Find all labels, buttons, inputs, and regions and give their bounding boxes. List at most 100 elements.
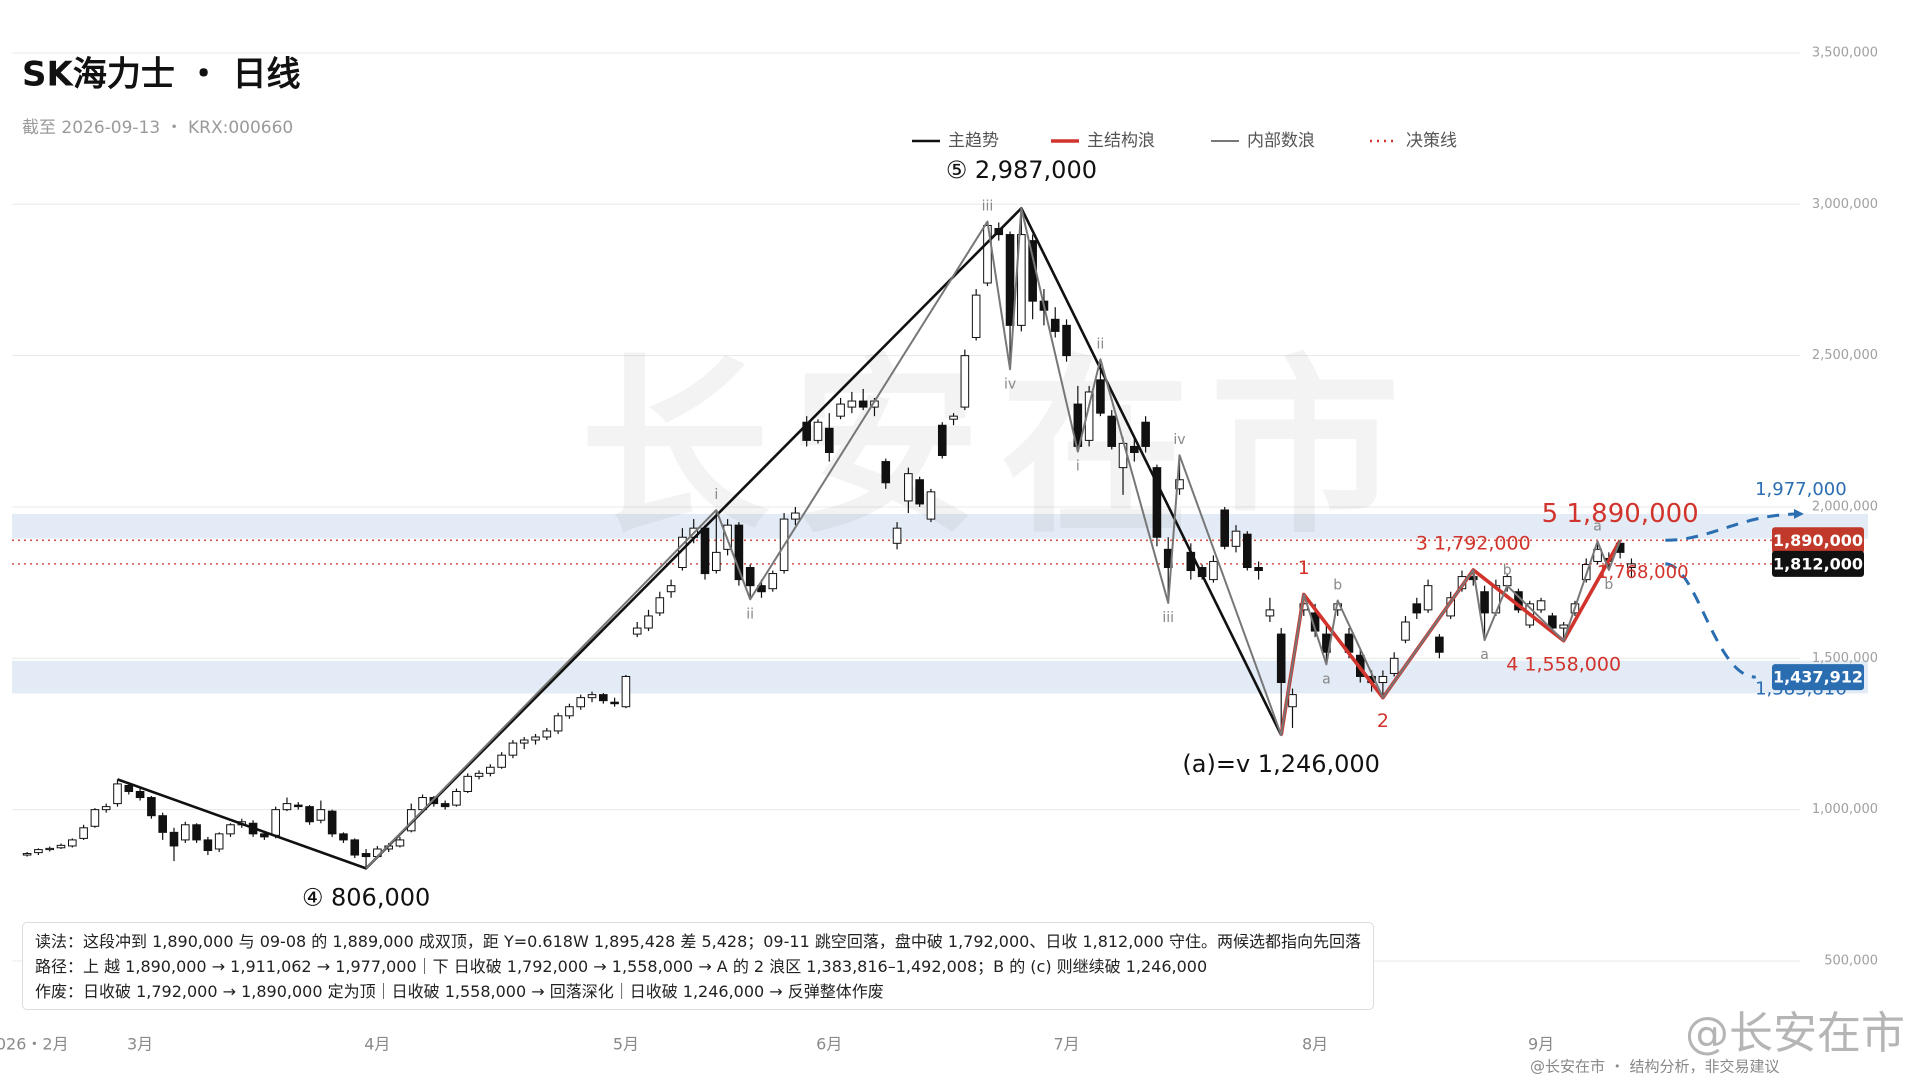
wave-label: b	[1604, 577, 1613, 593]
candle-body	[463, 775, 473, 792]
candles	[22, 208, 1636, 869]
candle-body	[1265, 609, 1275, 617]
wave-label: a	[1322, 671, 1331, 687]
candle-body	[1412, 603, 1422, 614]
wave-label: iv	[1004, 376, 1016, 392]
grid: 500,000 1,000,000 1,500,000 2,000,000 2,500,…	[0, 45, 1878, 1053]
candle-body	[395, 839, 405, 847]
note-line: 读法：这段冲到 1,890,000 与 09-08 的 1,889,000 成双…	[35, 932, 1361, 951]
candle-body	[1627, 563, 1636, 569]
candle-body	[474, 772, 484, 777]
zone	[12, 660, 1868, 694]
wave-label: (a)=v 1,246,000	[1182, 750, 1380, 778]
wave-line	[117, 206, 1283, 870]
candle-body	[260, 833, 269, 838]
candle-body	[700, 527, 710, 575]
candle-body	[361, 853, 371, 858]
candle-body	[1559, 624, 1568, 629]
wave-label: 4 1,558,000	[1506, 653, 1621, 675]
candle-body	[1073, 403, 1083, 447]
candle-body	[1435, 636, 1444, 653]
candle-body	[1050, 318, 1060, 332]
candle-body	[576, 697, 586, 708]
candle-body	[452, 790, 461, 806]
price-tag-label: 1,890,000	[1773, 531, 1863, 550]
price-tags: 1,890,000 1,812,000 1,437,912	[1772, 527, 1864, 691]
x-tick-label: 3月	[127, 1035, 153, 1054]
wave-label: 1	[1298, 557, 1310, 579]
candle-body	[565, 706, 574, 717]
candle-body	[34, 849, 43, 854]
candle-body	[68, 839, 77, 847]
candle-body	[768, 573, 778, 590]
annotation: 1,768,000	[1597, 562, 1689, 583]
candle-body	[1378, 675, 1388, 684]
candle-body	[621, 675, 631, 708]
candle-body	[904, 473, 913, 502]
wave-label: i	[1076, 459, 1080, 475]
x-tick-label: 5月	[613, 1035, 639, 1054]
wave-label: b	[1503, 563, 1512, 579]
candle-body	[1536, 600, 1546, 611]
price-tag	[1772, 664, 1864, 691]
note-line: 路径：上 越 1,890,000 → 1,911,062 → 1,977,000…	[35, 957, 1208, 976]
candle-body	[350, 839, 360, 856]
projection-label: 1,977,000	[1755, 479, 1847, 500]
projection	[1665, 562, 1756, 679]
candle-body	[1401, 621, 1410, 641]
candle-body	[101, 806, 111, 811]
candle-body	[1276, 633, 1286, 684]
legend-label: 决策线	[1406, 131, 1457, 151]
candle-body	[497, 754, 506, 768]
candle-body	[1243, 533, 1252, 569]
candle-body	[305, 806, 314, 823]
candle-body	[1017, 234, 1026, 326]
candle-body	[1231, 530, 1241, 547]
candle-body	[1130, 445, 1139, 453]
candle-body	[1254, 567, 1263, 572]
wave-label: b	[1333, 577, 1342, 593]
candle-body	[1175, 479, 1184, 490]
wave-line	[365, 207, 1622, 870]
candle-body	[90, 809, 100, 827]
wave-label: a	[1593, 518, 1602, 534]
zone	[12, 513, 1868, 539]
x-tick-label: 7月	[1053, 1035, 1079, 1054]
wave-label: a	[1480, 647, 1489, 663]
candle-body	[124, 784, 134, 792]
wave-label: 3 1,792,000	[1416, 532, 1531, 554]
candle-body	[271, 809, 280, 836]
candle-body	[1096, 379, 1105, 414]
wave-label: i	[714, 487, 718, 503]
candle-body	[180, 824, 190, 841]
candle-body	[327, 810, 337, 835]
candle-body	[711, 551, 721, 572]
candle-body	[734, 524, 744, 581]
candle-body	[135, 790, 145, 799]
candle-body	[1480, 591, 1489, 614]
candle-body	[316, 809, 326, 821]
candle-body	[1141, 421, 1150, 447]
candle-body	[1209, 560, 1218, 581]
waves	[117, 206, 1622, 870]
x-tick-label: 9月	[1528, 1035, 1554, 1054]
candle-body	[1423, 585, 1433, 611]
y-tick-label: 1,000,000	[1812, 802, 1878, 817]
candle-body	[79, 827, 88, 839]
wave-label: iii	[982, 199, 994, 215]
x-tick-label: 6月	[816, 1035, 842, 1054]
candle-body	[813, 421, 823, 441]
candle-body	[113, 783, 122, 805]
candle-body	[791, 512, 800, 520]
candle-body	[531, 736, 540, 741]
candle-body	[508, 742, 518, 756]
candle-body	[214, 833, 224, 850]
candle-body	[45, 847, 55, 851]
candle-body	[937, 424, 947, 457]
candle-body	[22, 853, 32, 856]
wave-label: ii	[1097, 336, 1105, 352]
price-tag	[1772, 527, 1864, 554]
candle-body	[1084, 391, 1094, 441]
